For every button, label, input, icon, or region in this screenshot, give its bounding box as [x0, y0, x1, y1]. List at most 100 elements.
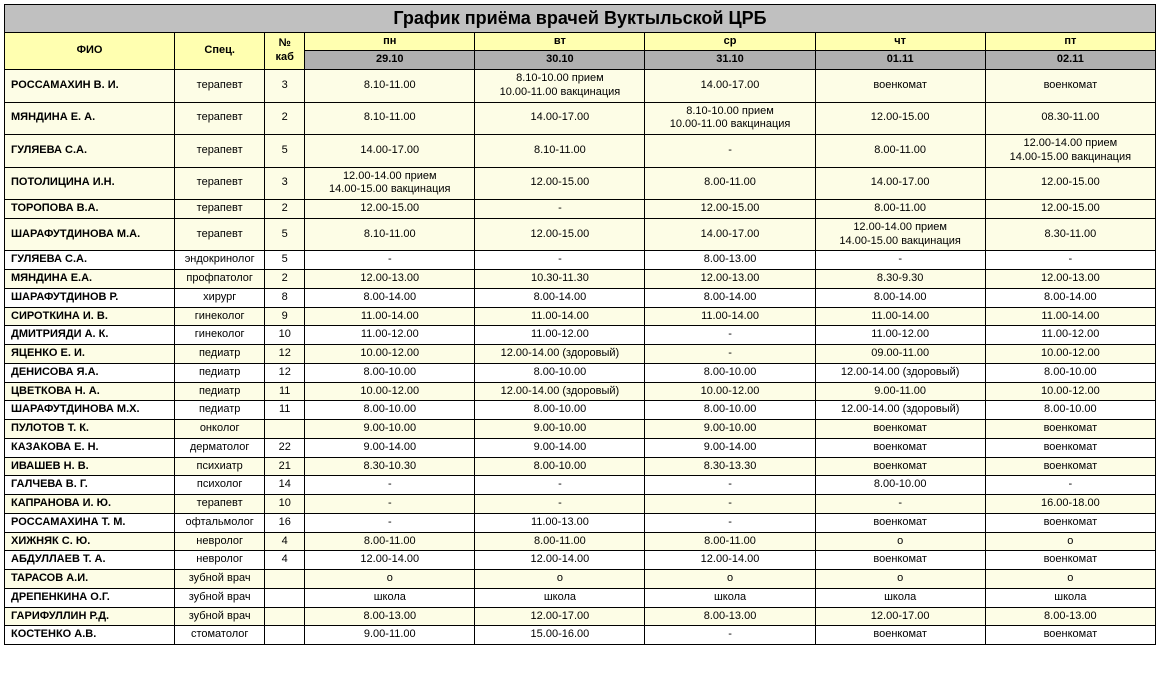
cell-spec: зубной врач — [175, 588, 265, 607]
cell-name: КАПРАНОВА И. Ю. — [5, 495, 175, 514]
cell-name: ШАРАФУТДИНОВА М.Х. — [5, 401, 175, 420]
col-day-1: вт — [475, 32, 645, 51]
table-row: ПОТОЛИЦИНА И.Н.терапевт312.00-14.00 прие… — [5, 167, 1156, 200]
cell-slot: военкомат — [985, 420, 1155, 439]
table-row: ШАРАФУТДИНОВА М.А.терапевт58.10-11.0012.… — [5, 218, 1156, 251]
cell-slot: 11.00-13.00 — [475, 513, 645, 532]
cell-name: ДЕНИСОВА Я.А. — [5, 363, 175, 382]
col-spec: Спец. — [175, 32, 265, 70]
cell-slot: 8.00-14.00 — [815, 288, 985, 307]
cell-name: МЯНДИНА Е. А. — [5, 102, 175, 135]
table-row: ЯЦЕНКО Е. И.педиатр1210.00-12.0012.00-14… — [5, 345, 1156, 364]
cell-slot: 15.00-16.00 — [475, 626, 645, 645]
cell-kab: 2 — [265, 102, 305, 135]
cell-spec: зубной врач — [175, 570, 265, 589]
cell-slot: 8.00-10.00 — [985, 401, 1155, 420]
cell-kab: 10 — [265, 495, 305, 514]
table-row: АБДУЛЛАЕВ Т. А.невролог412.00-14.0012.00… — [5, 551, 1156, 570]
cell-slot: 12.00-15.00 — [305, 200, 475, 219]
cell-kab: 9 — [265, 307, 305, 326]
cell-slot: - — [815, 251, 985, 270]
cell-spec: невролог — [175, 551, 265, 570]
cell-name: ДМИТРИЯДИ А. К. — [5, 326, 175, 345]
cell-slot: 12.00-15.00 — [815, 102, 985, 135]
cell-slot: - — [305, 495, 475, 514]
cell-slot: военкомат — [815, 420, 985, 439]
cell-kab: 11 — [265, 382, 305, 401]
cell-spec: онколог — [175, 420, 265, 439]
cell-slot: - — [645, 495, 815, 514]
cell-kab: 11 — [265, 401, 305, 420]
cell-kab: 10 — [265, 326, 305, 345]
cell-slot: 8.00-13.00 — [305, 607, 475, 626]
cell-slot: военкомат — [985, 70, 1155, 103]
table-row: ПУЛОТОВ Т. К.онколог9.00-10.009.00-10.00… — [5, 420, 1156, 439]
cell-slot: 8.10-10.00 прием10.00-11.00 вакцинация — [475, 70, 645, 103]
cell-name: ДРЕПЕНКИНА О.Г. — [5, 588, 175, 607]
cell-slot: о — [305, 570, 475, 589]
cell-spec: психолог — [175, 476, 265, 495]
table-row: ДМИТРИЯДИ А. К.гинеколог1011.00-12.0011.… — [5, 326, 1156, 345]
cell-kab: 14 — [265, 476, 305, 495]
cell-slot: о — [475, 570, 645, 589]
cell-slot: военкомат — [985, 626, 1155, 645]
cell-spec: терапевт — [175, 70, 265, 103]
cell-slot: 9.00-14.00 — [475, 438, 645, 457]
cell-slot: 8.00-11.00 — [815, 200, 985, 219]
cell-slot: 16.00-18.00 — [985, 495, 1155, 514]
cell-slot: о — [985, 570, 1155, 589]
cell-slot: школа — [815, 588, 985, 607]
cell-slot: 12.00-14.00 — [645, 551, 815, 570]
cell-spec: терапевт — [175, 218, 265, 251]
cell-name: МЯНДИНА Е.А. — [5, 270, 175, 289]
cell-name: ПУЛОТОВ Т. К. — [5, 420, 175, 439]
cell-slot: 12.00-14.00 — [475, 551, 645, 570]
cell-slot: о — [985, 532, 1155, 551]
table-row: РОССАМАХИНА Т. М.офтальмолог16-11.00-13.… — [5, 513, 1156, 532]
cell-slot: 08.30-11.00 — [985, 102, 1155, 135]
table-row: ШАРАФУТДИНОВА М.Х.педиатр11 8.00-10.00 8.0… — [5, 401, 1156, 420]
col-fio: ФИО — [5, 32, 175, 70]
cell-name: ТОРОПОВА В.А. — [5, 200, 175, 219]
cell-kab — [265, 588, 305, 607]
cell-slot: 12.00-17.00 — [475, 607, 645, 626]
cell-spec: эндокринолог — [175, 251, 265, 270]
cell-spec: педиатр — [175, 401, 265, 420]
cell-kab — [265, 570, 305, 589]
cell-slot: школа — [475, 588, 645, 607]
cell-slot: - — [305, 476, 475, 495]
table-row: ГАЛЧЕВА В. Г.психолог14---8.00-10.00- — [5, 476, 1156, 495]
cell-slot: 8.00-10.00 — [645, 401, 815, 420]
cell-name: ГУЛЯЕВА С.А. — [5, 135, 175, 168]
cell-spec: терапевт — [175, 167, 265, 200]
table-row: КАЗАКОВА Е. Н.дерматолог229.00-14.009.00… — [5, 438, 1156, 457]
table-row: РОССАМАХИН В. И.терапевт38.10-11.008.10-… — [5, 70, 1156, 103]
col-kab: № каб — [265, 32, 305, 70]
cell-slot: 10.00-12.00 — [305, 382, 475, 401]
cell-slot: 11.00-12.00 — [475, 326, 645, 345]
cell-slot: - — [645, 476, 815, 495]
cell-slot: 9.00-10.00 — [475, 420, 645, 439]
col-date-3: 01.11 — [815, 51, 985, 70]
cell-spec: терапевт — [175, 102, 265, 135]
cell-kab — [265, 626, 305, 645]
cell-name: ПОТОЛИЦИНА И.Н. — [5, 167, 175, 200]
cell-name: ХИЖНЯК С. Ю. — [5, 532, 175, 551]
schedule-table: График приёма врачей Вуктыльской ЦРБ ФИО… — [4, 4, 1156, 645]
cell-slot: 10.30-11.30 — [475, 270, 645, 289]
cell-slot: 10.00-12.00 — [645, 382, 815, 401]
cell-slot: 12.00-14.00 (здоровый) — [475, 345, 645, 364]
cell-slot: 12.00-14.00 (здоровый) — [815, 401, 985, 420]
table-row: ЦВЕТКОВА Н. А.педиатр1110.00-12.0012.00-… — [5, 382, 1156, 401]
cell-slot: 8.00-10.00 — [985, 363, 1155, 382]
cell-kab: 3 — [265, 70, 305, 103]
cell-slot: 14.00-17.00 — [815, 167, 985, 200]
cell-spec: терапевт — [175, 495, 265, 514]
table-row: КАПРАНОВА И. Ю.терапевт10----16.00-18.00 — [5, 495, 1156, 514]
table-row: КОСТЕНКО А.В.стоматолог9.00-11.0015.00-1… — [5, 626, 1156, 645]
cell-spec: гинеколог — [175, 307, 265, 326]
cell-slot: 12.00-15.00 — [985, 200, 1155, 219]
col-day-4: пт — [985, 32, 1155, 51]
cell-spec: терапевт — [175, 200, 265, 219]
cell-slot: 12.00-13.00 — [645, 270, 815, 289]
